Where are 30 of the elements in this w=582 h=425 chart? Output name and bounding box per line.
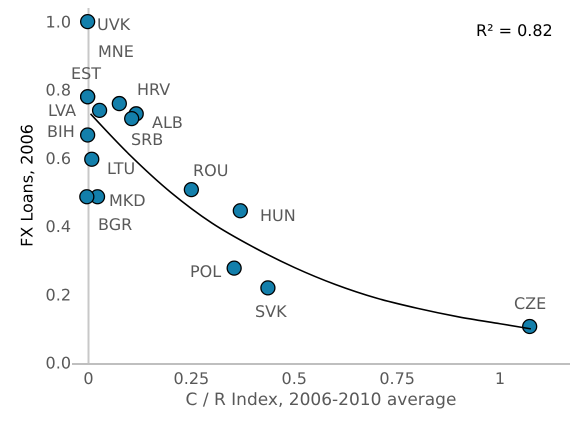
- annotation: ROU: [193, 161, 228, 180]
- y-tick-label: 0.0: [46, 354, 71, 373]
- annotation: UVK: [97, 15, 131, 34]
- x-tick-label: 0.75: [379, 368, 415, 388]
- annotation: BGR: [98, 215, 132, 234]
- annotation: CZE: [514, 294, 546, 313]
- annotation: LTU: [107, 159, 136, 178]
- annotation: HRV: [137, 80, 170, 99]
- x-tick-label: 0: [83, 368, 94, 388]
- annotation: LVA: [48, 101, 76, 120]
- x-axis-title: C / R Index, 2006-2010 average: [186, 390, 456, 410]
- annotation: MNE: [98, 42, 134, 61]
- y-tick-label: 0.6: [46, 148, 71, 168]
- annotation: POL: [190, 262, 222, 281]
- annotation: MKD: [109, 191, 146, 210]
- annotation: ALB: [152, 113, 183, 132]
- annotation: BIH: [47, 122, 75, 141]
- y-tick-label: 0.2: [46, 285, 71, 304]
- x-tick-label: 0.5: [282, 368, 307, 388]
- annotation: R² = 0.82: [476, 21, 553, 40]
- annotation: SRB: [131, 130, 164, 149]
- y-tick-label: 0.4: [46, 217, 71, 236]
- annotation: SVK: [255, 302, 288, 321]
- x-tick-label: 0.25: [174, 368, 210, 388]
- annotation: EST: [71, 64, 102, 83]
- y-axis-title: FX Loans, 2006: [17, 124, 36, 247]
- y-tick-label: 1.0: [46, 12, 71, 32]
- x-tick-label: 1: [494, 368, 506, 388]
- y-tick-label: 0.8: [46, 80, 71, 100]
- annotation: HUN: [260, 206, 296, 225]
